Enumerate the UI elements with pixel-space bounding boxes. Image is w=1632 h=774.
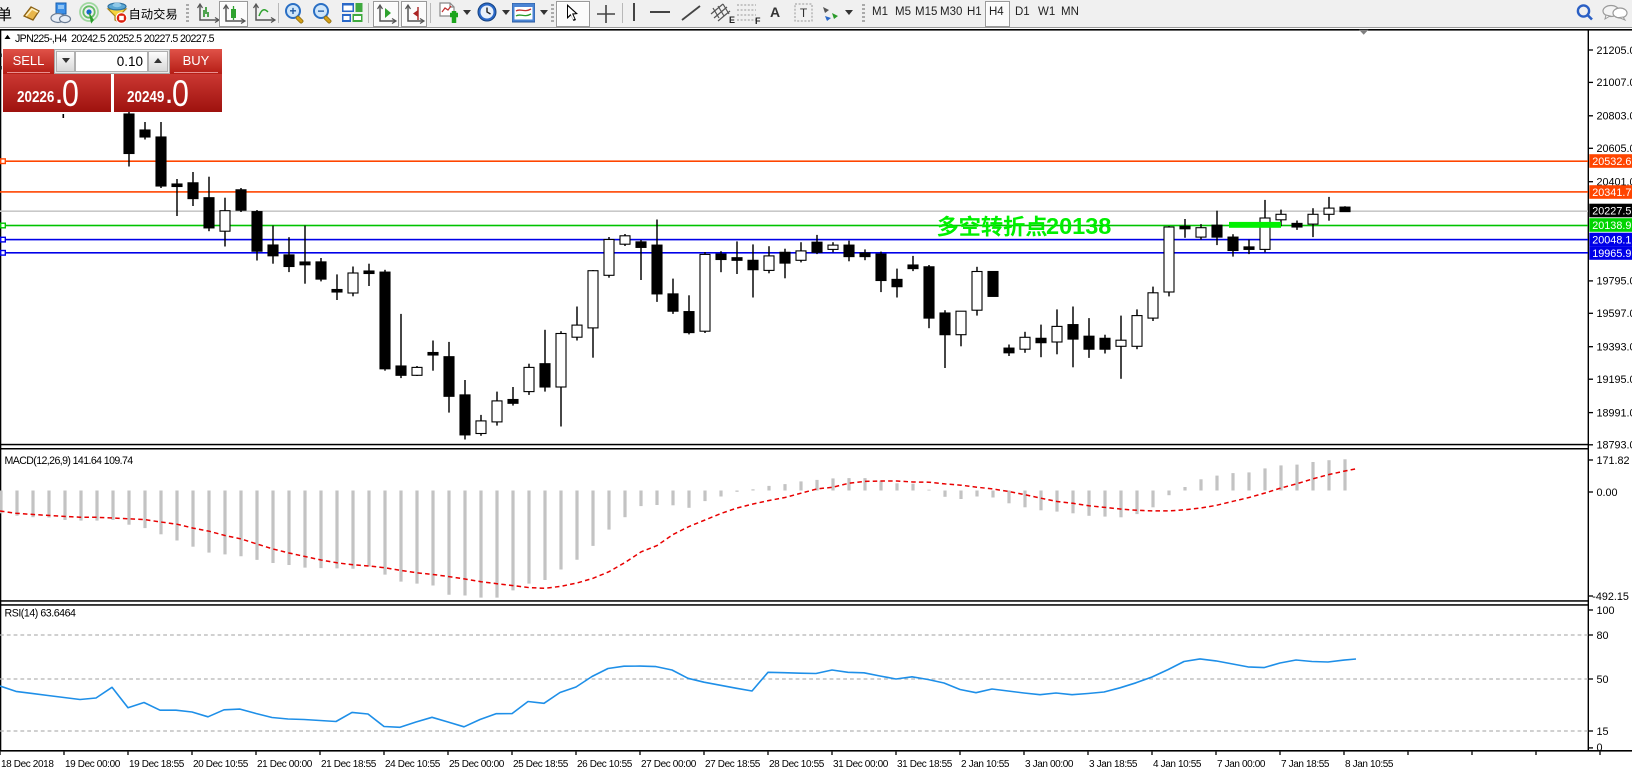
svg-text:50: 50 (1597, 674, 1609, 686)
svg-text:0.00: 0.00 (1597, 487, 1618, 499)
svg-text:20048.1: 20048.1 (1592, 235, 1631, 247)
svg-text:3 Jan 18:55: 3 Jan 18:55 (1089, 759, 1138, 770)
svg-text:E: E (729, 15, 735, 25)
svg-text:18991.0: 18991.0 (1597, 407, 1632, 419)
svg-text:27 Dec 00:00: 27 Dec 00:00 (641, 759, 697, 770)
svg-text:19597.0: 19597.0 (1597, 308, 1632, 320)
svg-text:18 Dec 2018: 18 Dec 2018 (1, 759, 54, 770)
svg-text:80: 80 (1597, 630, 1609, 642)
svg-text:4 Jan 10:55: 4 Jan 10:55 (1153, 759, 1202, 770)
svg-text:20 Dec 10:55: 20 Dec 10:55 (193, 759, 249, 770)
svg-text:0: 0 (1597, 742, 1603, 754)
svg-text:19795.0: 19795.0 (1597, 276, 1632, 288)
svg-text:T: T (800, 6, 808, 20)
svg-text:RSI(14) 63.6464: RSI(14) 63.6464 (5, 608, 77, 620)
svg-text:20605.0: 20605.0 (1597, 143, 1632, 155)
svg-text:20341.7: 20341.7 (1592, 187, 1631, 199)
svg-text:20803.0: 20803.0 (1597, 111, 1632, 123)
svg-text:F: F (755, 16, 761, 25)
svg-text:19195.0: 19195.0 (1597, 374, 1632, 386)
svg-text:20138: 20138 (1046, 213, 1111, 239)
svg-text:2 Jan 10:55: 2 Jan 10:55 (961, 759, 1010, 770)
svg-text:21 Dec 18:55: 21 Dec 18:55 (321, 759, 377, 770)
svg-text:28 Dec 10:55: 28 Dec 10:55 (769, 759, 825, 770)
svg-text:100: 100 (1597, 605, 1615, 617)
svg-text:3 Jan 00:00: 3 Jan 00:00 (1025, 759, 1074, 770)
svg-text:20227.5: 20227.5 (1592, 206, 1631, 218)
svg-text:25 Dec 18:55: 25 Dec 18:55 (513, 759, 569, 770)
svg-text:18793.0: 18793.0 (1597, 440, 1632, 452)
svg-text:19 Dec 00:00: 19 Dec 00:00 (65, 759, 121, 770)
svg-text:171.82: 171.82 (1597, 455, 1630, 467)
svg-text:31 Dec 00:00: 31 Dec 00:00 (833, 759, 889, 770)
svg-text:26 Dec 10:55: 26 Dec 10:55 (577, 759, 633, 770)
svg-text:8 Jan 10:55: 8 Jan 10:55 (1345, 759, 1394, 770)
svg-text:21205.0: 21205.0 (1597, 45, 1632, 57)
svg-text:31 Dec 18:55: 31 Dec 18:55 (897, 759, 953, 770)
svg-text:25 Dec 00:00: 25 Dec 00:00 (449, 759, 505, 770)
svg-text:27 Dec 18:55: 27 Dec 18:55 (705, 759, 761, 770)
svg-text:20532.6: 20532.6 (1592, 156, 1631, 168)
svg-text:19965.9: 19965.9 (1592, 248, 1631, 260)
svg-text:20138.9: 20138.9 (1592, 220, 1631, 232)
svg-text:−: − (317, 4, 324, 18)
svg-text:21007.0: 21007.0 (1597, 77, 1632, 89)
svg-text:19 Dec 18:55: 19 Dec 18:55 (129, 759, 185, 770)
svg-text:24 Dec 10:55: 24 Dec 10:55 (385, 759, 441, 770)
svg-text:7 Jan 00:00: 7 Jan 00:00 (1217, 759, 1266, 770)
svg-text:-492.15: -492.15 (1592, 591, 1629, 603)
svg-text:21 Dec 00:00: 21 Dec 00:00 (257, 759, 313, 770)
svg-text:19393.0: 19393.0 (1597, 342, 1632, 354)
svg-text:7 Jan 18:55: 7 Jan 18:55 (1281, 759, 1330, 770)
svg-text:15: 15 (1597, 726, 1609, 738)
svg-text:+: + (289, 4, 296, 18)
svg-text:JPN225-,H4 20242.5 20252.5 20: JPN225-,H4 20242.5 20252.5 20227.5 20227… (15, 33, 215, 45)
svg-text:MACD(12,26,9) 141.64 109.74: MACD(12,26,9) 141.64 109.74 (5, 455, 134, 467)
